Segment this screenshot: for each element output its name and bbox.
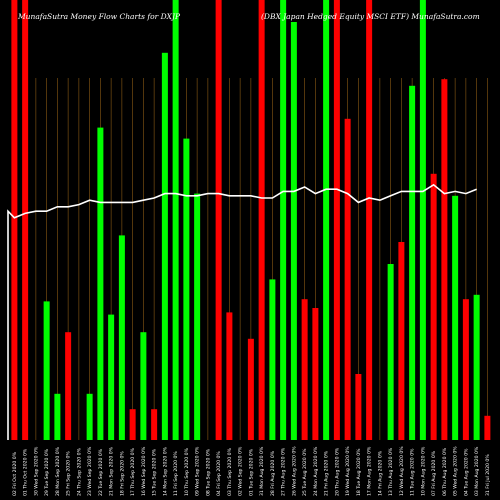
x-tick-label: 12 Wed Aug 2020 0% bbox=[399, 446, 405, 496]
chart-title-right: (DBX Japan Hedged Equity MSCI ETF) Munaf… bbox=[261, 12, 480, 21]
x-tick-label: 06 Thu Aug 2020 0% bbox=[442, 447, 448, 496]
x-tick-label: 23 Wed Sep 2020 0% bbox=[87, 446, 93, 496]
x-axis-labels: 02 Fri Oct 2020 0% 01 Thu Oct 2020 0% 30… bbox=[12, 446, 491, 496]
x-tick-label: 21 Mon Sep 2020 0% bbox=[109, 446, 115, 496]
money-flow-bar bbox=[409, 85, 416, 441]
money-flow-bar bbox=[419, 0, 426, 440]
x-tick-label: 02 Fri Oct 2020 0% bbox=[12, 451, 18, 496]
money-flow-bar bbox=[441, 79, 448, 440]
x-tick-label: 03 Thu Sep 2020 0% bbox=[227, 447, 233, 496]
money-flow-bar bbox=[387, 264, 394, 440]
x-tick-label: 25 Fri Sep 2020 0% bbox=[66, 451, 72, 496]
money-flow-bar bbox=[11, 0, 18, 440]
money-flow-bar bbox=[151, 409, 158, 440]
x-tick-label: 30 Wed Sep 2020 0% bbox=[33, 446, 39, 496]
x-tick-label: 28 Fri Aug 2020 0% bbox=[270, 450, 276, 496]
x-tick-label: 21 Fri Aug 2020 0% bbox=[324, 450, 330, 496]
x-tick-label: 16 Wed Sep 2020 0% bbox=[141, 446, 147, 496]
x-tick-label: 11 Fri Sep 2020 0% bbox=[173, 451, 179, 496]
money-flow-bar bbox=[333, 0, 340, 440]
x-tick-label: 24 Mon Aug 2020 0% bbox=[313, 446, 319, 496]
x-tick-label: 17 Thu Sep 2020 0% bbox=[130, 447, 136, 496]
money-flow-bar bbox=[108, 314, 115, 440]
x-tick-label: 04 Fri Sep 2020 0% bbox=[216, 451, 222, 496]
money-flow-bar bbox=[462, 299, 469, 440]
x-tick-label: 28 Mon Sep 2020 0% bbox=[55, 446, 61, 496]
money-flow-bar bbox=[129, 409, 136, 440]
money-flow-bar bbox=[473, 294, 480, 440]
x-tick-label: 10 Mon Aug 2020 0% bbox=[420, 446, 426, 496]
x-tick-label: 13 Thu Aug 2020 0% bbox=[388, 447, 394, 496]
money-flow-bar bbox=[118, 235, 125, 440]
money-flow-bar bbox=[86, 393, 93, 440]
money-flow-bar bbox=[22, 0, 29, 440]
x-tick-label: 18 Fri Sep 2020 0% bbox=[119, 451, 125, 496]
x-tick-label: 03 Mon Aug 2020 0% bbox=[474, 446, 480, 496]
money-flow-bar bbox=[161, 52, 168, 441]
chart-title-left: MunafaSutra Money Flow Charts for DXJP bbox=[17, 12, 181, 21]
x-tick-label: 01 Tue Sep 2020 0% bbox=[248, 448, 254, 496]
x-tick-label: 27 Thu Aug 2020 0% bbox=[281, 447, 287, 496]
money-flow-bar bbox=[269, 279, 276, 440]
money-flow-bar bbox=[344, 118, 351, 441]
money-flow-bar bbox=[430, 173, 437, 441]
money-flow-bar bbox=[183, 138, 190, 440]
money-flow-bar bbox=[140, 332, 147, 440]
x-tick-label: 08 Tue Sep 2020 0% bbox=[205, 448, 211, 496]
money-flow-bar bbox=[215, 0, 222, 440]
x-tick-label: 15 Tue Sep 2020 0% bbox=[152, 448, 158, 496]
x-tick-label: 31 Mon Aug 2020 0% bbox=[259, 446, 265, 496]
x-tick-label: 26 Wed Aug 2020 0% bbox=[291, 446, 297, 496]
money-flow-bar bbox=[172, 0, 179, 440]
money-flow-bar bbox=[366, 0, 373, 440]
money-flow-bar bbox=[312, 308, 319, 440]
money-flow-bar bbox=[43, 301, 50, 440]
x-tick-label: 04 Tue Aug 2020 0% bbox=[463, 448, 469, 496]
x-tick-label: 01 Thu Oct 2020 0% bbox=[23, 448, 29, 496]
money-flow-bar bbox=[280, 0, 287, 440]
x-tick-label: 05 Wed Aug 2020 0% bbox=[453, 446, 459, 496]
x-tick-label: 19 Wed Aug 2020 0% bbox=[345, 446, 351, 496]
x-tick-label: 18 Tue Aug 2020 0% bbox=[356, 448, 362, 496]
x-tick-label: 25 Tue Aug 2020 0% bbox=[302, 448, 308, 496]
x-tick-label: 11 Tue Aug 2020 0% bbox=[410, 448, 416, 496]
money-flow-bar bbox=[484, 415, 491, 440]
x-tick-label: 17 Mon Aug 2020 0% bbox=[367, 446, 373, 496]
money-flow-bar bbox=[355, 374, 362, 440]
money-flow-bar bbox=[65, 332, 72, 440]
x-tick-label: 31 Fri Jul 2020 0% bbox=[485, 454, 491, 496]
x-tick-label: 29 Tue Sep 2020 0% bbox=[44, 448, 50, 496]
x-tick-label: 14 Fri Aug 2020 0% bbox=[377, 450, 383, 496]
money-flow-bar bbox=[398, 242, 405, 440]
x-tick-label: 09 Wed Sep 2020 0% bbox=[195, 446, 201, 496]
money-flow-line bbox=[7, 183, 477, 440]
money-flow-bar bbox=[226, 312, 233, 440]
money-flow-bar bbox=[452, 195, 459, 440]
money-flow-bar bbox=[54, 393, 61, 440]
money-flow-bar bbox=[323, 0, 330, 440]
money-flow-bar bbox=[194, 193, 201, 440]
x-tick-label: 24 Thu Sep 2020 0% bbox=[76, 447, 82, 496]
money-flow-bar bbox=[290, 22, 297, 440]
x-tick-label: 10 Thu Sep 2020 0% bbox=[184, 447, 190, 496]
x-tick-label: 14 Mon Sep 2020 0% bbox=[162, 446, 168, 496]
x-tick-label: 02 Wed Sep 2020 0% bbox=[238, 446, 244, 496]
money-flow-bar bbox=[247, 338, 254, 440]
money-flow-bar bbox=[301, 299, 308, 440]
money-flow-bars bbox=[11, 0, 491, 441]
x-tick-label: 20 Thu Aug 2020 0% bbox=[334, 447, 340, 496]
money-flow-bar bbox=[258, 0, 265, 440]
x-tick-label: 22 Tue Sep 2020 0% bbox=[98, 448, 104, 496]
money-flow-bar bbox=[97, 127, 104, 440]
x-tick-label: 07 Fri Aug 2020 0% bbox=[431, 450, 437, 496]
